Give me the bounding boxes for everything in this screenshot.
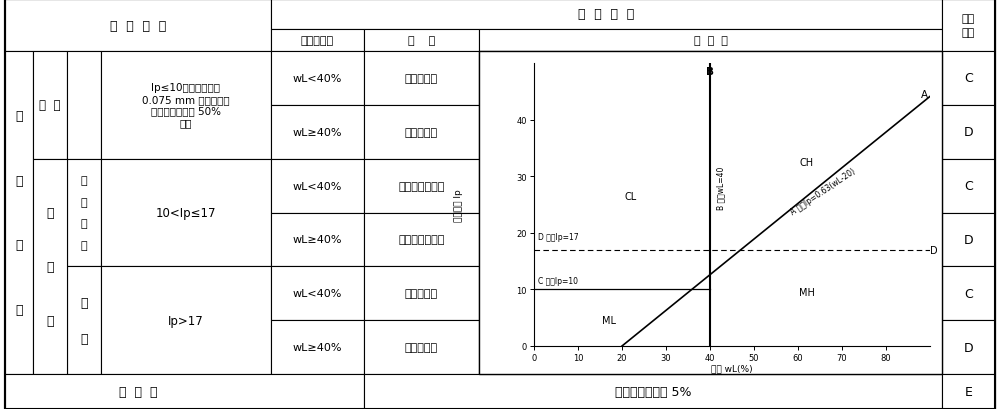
Text: 有机质含量大于 5%: 有机质含量大于 5% bbox=[615, 385, 691, 398]
Text: C 线：Ip=10: C 线：Ip=10 bbox=[538, 276, 578, 285]
Bar bbox=[271, 213, 364, 267]
Bar bbox=[479, 30, 942, 52]
Text: D: D bbox=[964, 234, 973, 246]
Text: D: D bbox=[930, 245, 938, 255]
X-axis label: 液限 wL(%): 液限 wL(%) bbox=[711, 364, 753, 373]
Text: B 线：wL=40: B 线：wL=40 bbox=[717, 166, 726, 210]
Text: wL≥40%: wL≥40% bbox=[293, 235, 342, 245]
Bar bbox=[942, 267, 995, 320]
Bar bbox=[101, 52, 271, 159]
Text: 有  机  土: 有 机 土 bbox=[119, 385, 157, 398]
Text: 一  级  定  名: 一 级 定 名 bbox=[110, 20, 166, 32]
Bar bbox=[479, 159, 942, 267]
Text: 塑  性  图: 塑 性 图 bbox=[694, 36, 727, 46]
Text: 名    称: 名 称 bbox=[408, 36, 435, 46]
Bar bbox=[101, 159, 271, 267]
Text: 填料: 填料 bbox=[962, 14, 975, 24]
Text: 土: 土 bbox=[80, 332, 88, 345]
Text: 低液限粉土: 低液限粉土 bbox=[405, 74, 438, 84]
Bar bbox=[67, 52, 101, 159]
Text: 粒: 粒 bbox=[15, 174, 23, 187]
Bar bbox=[67, 159, 101, 267]
Bar bbox=[5, 0, 271, 52]
Text: C: C bbox=[964, 72, 973, 85]
Bar bbox=[67, 267, 101, 374]
Text: 土: 土 bbox=[46, 314, 54, 327]
Text: 细: 细 bbox=[15, 110, 23, 123]
Text: 高液限黏土: 高液限黏土 bbox=[405, 342, 438, 352]
Bar bbox=[942, 374, 995, 409]
Text: 高液限粉土: 高液限粉土 bbox=[405, 128, 438, 137]
Bar bbox=[33, 159, 67, 374]
Bar bbox=[364, 106, 479, 159]
Bar bbox=[942, 52, 995, 106]
Bar bbox=[271, 52, 364, 106]
Bar bbox=[479, 52, 942, 159]
Text: 低液限粉质黏土: 低液限粉质黏土 bbox=[398, 181, 445, 191]
Bar bbox=[271, 0, 942, 30]
Bar bbox=[942, 320, 995, 374]
Text: 粉  土: 粉 土 bbox=[39, 99, 61, 112]
Bar bbox=[271, 30, 364, 52]
Text: 土: 土 bbox=[15, 303, 23, 316]
Text: Ip≤10，且粒径大于
0.075 mm 颗粒的质量
不超过全部质量 50%
的土: Ip≤10，且粒径大于 0.075 mm 颗粒的质量 不超过全部质量 50% 的… bbox=[142, 83, 230, 128]
Text: ML: ML bbox=[602, 316, 616, 326]
Text: 液限含水率: 液限含水率 bbox=[301, 36, 334, 46]
Bar bbox=[942, 106, 995, 159]
Text: 二  级  定  名: 二 级 定 名 bbox=[578, 9, 635, 21]
Text: 土: 土 bbox=[81, 240, 87, 250]
Text: wL<40%: wL<40% bbox=[293, 181, 342, 191]
Bar bbox=[364, 30, 479, 52]
Bar bbox=[364, 267, 479, 320]
Text: 塑性指数 Ip: 塑性指数 Ip bbox=[454, 189, 463, 221]
Bar bbox=[942, 0, 995, 52]
Bar bbox=[271, 267, 364, 320]
Text: E: E bbox=[965, 385, 972, 398]
Bar bbox=[271, 159, 364, 213]
Text: D 线：Ip=17: D 线：Ip=17 bbox=[538, 233, 579, 242]
Text: D: D bbox=[964, 126, 973, 139]
Text: A 线：Ip=0.63(wL-20): A 线：Ip=0.63(wL-20) bbox=[789, 166, 857, 216]
Bar bbox=[942, 159, 995, 213]
Bar bbox=[33, 52, 67, 159]
Text: 低液限黏土: 低液限黏土 bbox=[405, 288, 438, 299]
Text: 高液限粉质黏土: 高液限粉质黏土 bbox=[398, 235, 445, 245]
Bar bbox=[101, 267, 271, 374]
Text: 分组: 分组 bbox=[962, 28, 975, 38]
Bar bbox=[479, 52, 942, 374]
Text: 性: 性 bbox=[46, 260, 54, 273]
Bar bbox=[364, 213, 479, 267]
Text: 粉: 粉 bbox=[81, 176, 87, 186]
Bar bbox=[5, 374, 364, 409]
Text: Ip>17: Ip>17 bbox=[168, 314, 204, 327]
Bar bbox=[479, 267, 942, 374]
Text: B: B bbox=[706, 67, 714, 77]
Text: 黏: 黏 bbox=[80, 296, 88, 309]
Text: wL<40%: wL<40% bbox=[293, 288, 342, 299]
Text: wL≥40%: wL≥40% bbox=[293, 342, 342, 352]
Text: CL: CL bbox=[625, 191, 637, 201]
Text: D: D bbox=[964, 341, 973, 354]
Bar bbox=[364, 320, 479, 374]
Bar bbox=[364, 159, 479, 213]
Text: wL<40%: wL<40% bbox=[293, 74, 342, 84]
Bar bbox=[271, 106, 364, 159]
Bar bbox=[364, 52, 479, 106]
Text: CH: CH bbox=[800, 157, 814, 167]
Text: 质: 质 bbox=[81, 197, 87, 207]
Bar bbox=[5, 52, 33, 374]
Text: 黏: 黏 bbox=[81, 219, 87, 229]
Bar bbox=[364, 374, 942, 409]
Text: 黏: 黏 bbox=[46, 207, 54, 220]
Text: A: A bbox=[921, 90, 928, 100]
Text: 性: 性 bbox=[15, 239, 23, 252]
Bar bbox=[942, 213, 995, 267]
Text: C: C bbox=[964, 180, 973, 193]
Text: MH: MH bbox=[799, 288, 815, 297]
Bar bbox=[271, 320, 364, 374]
Text: wL≥40%: wL≥40% bbox=[293, 128, 342, 137]
Text: C: C bbox=[964, 287, 973, 300]
Text: 10<Ip≤17: 10<Ip≤17 bbox=[156, 207, 216, 220]
